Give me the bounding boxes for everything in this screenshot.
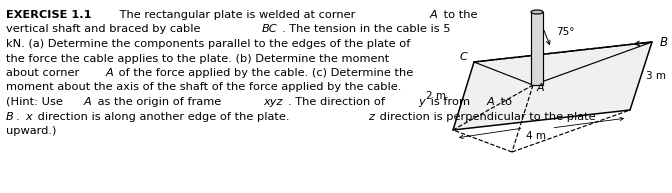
- Text: upward.): upward.): [6, 126, 56, 136]
- Polygon shape: [453, 42, 652, 130]
- Text: direction is along another edge of the plate.: direction is along another edge of the p…: [34, 112, 293, 122]
- Text: direction is perpendicular to the plate: direction is perpendicular to the plate: [376, 112, 596, 122]
- Text: (Hint: Use: (Hint: Use: [6, 97, 67, 107]
- Text: .: .: [16, 112, 24, 122]
- Text: y: y: [418, 97, 425, 107]
- Text: of the force applied by the cable. (c) Determine the: of the force applied by the cable. (c) D…: [115, 68, 413, 78]
- Text: z: z: [368, 112, 374, 122]
- Text: is from: is from: [427, 97, 473, 107]
- Text: the force the cable applies to the plate. (b) Determine the moment: the force the cable applies to the plate…: [6, 53, 389, 63]
- Text: kN. (a) Determine the components parallel to the edges of the plate of: kN. (a) Determine the components paralle…: [6, 39, 411, 49]
- Text: BC: BC: [261, 25, 278, 35]
- Text: A: A: [487, 97, 495, 107]
- Text: A: A: [106, 68, 113, 78]
- Text: to: to: [497, 97, 512, 107]
- Text: . The tension in the cable is 5: . The tension in the cable is 5: [282, 25, 450, 35]
- Text: B: B: [6, 112, 13, 122]
- Ellipse shape: [531, 10, 543, 14]
- Polygon shape: [531, 12, 543, 85]
- Text: 3 m: 3 m: [646, 71, 666, 81]
- Text: C: C: [459, 52, 467, 62]
- Text: A: A: [536, 83, 544, 93]
- Text: to the: to the: [440, 10, 477, 20]
- Text: 2 m: 2 m: [425, 91, 446, 101]
- Text: 75°: 75°: [556, 27, 575, 37]
- Text: vertical shaft and braced by cable: vertical shaft and braced by cable: [6, 25, 204, 35]
- Text: EXERCISE 1.1: EXERCISE 1.1: [6, 10, 91, 20]
- Text: . The direction of: . The direction of: [288, 97, 388, 107]
- Text: x: x: [26, 112, 32, 122]
- Text: 4 m: 4 m: [526, 131, 546, 141]
- Text: moment about the axis of the shaft of the force applied by the cable.: moment about the axis of the shaft of th…: [6, 82, 401, 92]
- Text: A: A: [430, 10, 437, 20]
- Text: about corner: about corner: [6, 68, 83, 78]
- Text: The rectangular plate is welded at corner: The rectangular plate is welded at corne…: [116, 10, 360, 20]
- Text: xyz: xyz: [263, 97, 282, 107]
- Text: B: B: [660, 36, 668, 48]
- Text: A: A: [84, 97, 92, 107]
- Text: as the origin of frame: as the origin of frame: [94, 97, 225, 107]
